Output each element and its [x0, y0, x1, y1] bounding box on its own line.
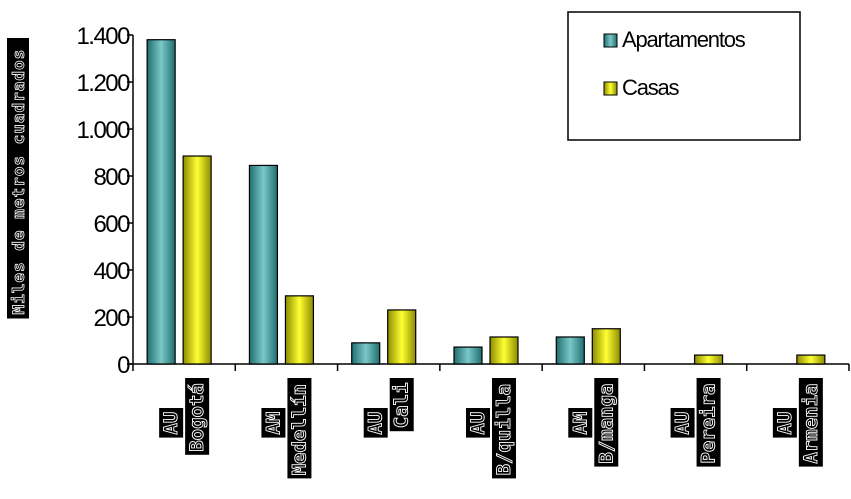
category-label-box: [261, 408, 286, 438]
legend-box: [567, 11, 801, 141]
category-label-text: AU: [774, 412, 796, 435]
bar-casas-5: [693, 354, 724, 365]
category-label-box: [185, 378, 210, 455]
category-label-text: B/quilla: [493, 384, 515, 476]
bar-casas-2: [387, 309, 417, 365]
category-label-box: [389, 378, 414, 432]
category-label-text: AU: [160, 412, 182, 435]
bar-casas-6: [796, 354, 826, 365]
category-label-box: [594, 378, 619, 467]
category-label-box: [670, 408, 695, 438]
bar-apartamentos-3: [453, 346, 483, 365]
category-label-text: Armenia: [800, 384, 822, 464]
y-axis-label-group: Miles de metros cuadrados: [7, 38, 29, 319]
bar-casas-0: [182, 155, 212, 365]
category-labels: AU Bogotá AM Medellín AU Cali AU B/quilla AM B/ma…: [159, 378, 823, 479]
category-label-text: AU: [365, 412, 387, 435]
category-label-text: AU: [672, 412, 694, 435]
category-label-text: AU: [467, 412, 489, 435]
bar-apartamentos-4: [555, 336, 585, 365]
y-tick-label: 800: [93, 164, 130, 191]
y-tick-label: 0: [117, 352, 130, 379]
category-label: AM Medellín: [261, 378, 312, 479]
category-label: AM B/manga: [568, 378, 619, 467]
category-label-box: [798, 378, 823, 467]
legend-swatch-apartamentos: [603, 33, 618, 48]
y-tick-label: 1.200: [76, 70, 130, 97]
category-label: AU Armenia: [772, 378, 823, 467]
category-label-box: [466, 408, 490, 438]
bar-casas-4: [591, 328, 621, 365]
category-label: AU B/quilla: [466, 378, 516, 479]
category-label-box: [696, 378, 721, 467]
bar-casas-3: [489, 336, 519, 365]
category-label: AU Pereira: [670, 378, 721, 467]
category-label-text: AM: [262, 412, 284, 435]
category-label-text: Bogotá: [186, 383, 208, 452]
category-label: AU Bogotá: [159, 378, 210, 455]
bar-apartamentos-1: [248, 164, 279, 365]
category-label: AU Cali: [363, 378, 414, 438]
bar-apartamentos-2: [351, 342, 381, 365]
y-tick-label: 200: [93, 305, 130, 332]
category-label-text: Cali: [391, 382, 413, 428]
y-axis-label-box: [7, 38, 29, 319]
y-tick-label: 1.400: [76, 23, 130, 50]
y-tick-label: 1.000: [76, 117, 130, 144]
legend-label-apartamentos: Apartamentos: [622, 27, 746, 52]
category-label-text: B/manga: [595, 384, 617, 464]
y-axis-label: Miles de metros cuadrados: [9, 49, 28, 315]
chart-bars: [146, 39, 826, 365]
chart-axes: [127, 34, 850, 371]
y-tick-label: 400: [93, 258, 130, 285]
legend-swatch-casas: [603, 81, 618, 96]
category-label-box: [772, 408, 797, 438]
y-tick-label: 600: [93, 211, 130, 238]
y-tick-labels: 0 200 400 600 800 1.000 1.200 1.400: [76, 23, 131, 379]
category-label-text: Pereira: [698, 384, 720, 464]
category-label-box: [363, 408, 388, 438]
legend-label-casas: Casas: [622, 75, 680, 100]
category-label-text: Medellín: [288, 384, 310, 476]
category-label-box: [287, 378, 312, 479]
bar-casas-1: [284, 295, 315, 365]
legend: Apartamentos Casas: [567, 11, 801, 141]
category-label-box: [492, 378, 516, 479]
bar-apartamentos-0: [146, 39, 176, 365]
category-label-box: [568, 408, 593, 438]
category-label-text: AM: [569, 412, 591, 435]
category-label-box: [159, 408, 184, 438]
